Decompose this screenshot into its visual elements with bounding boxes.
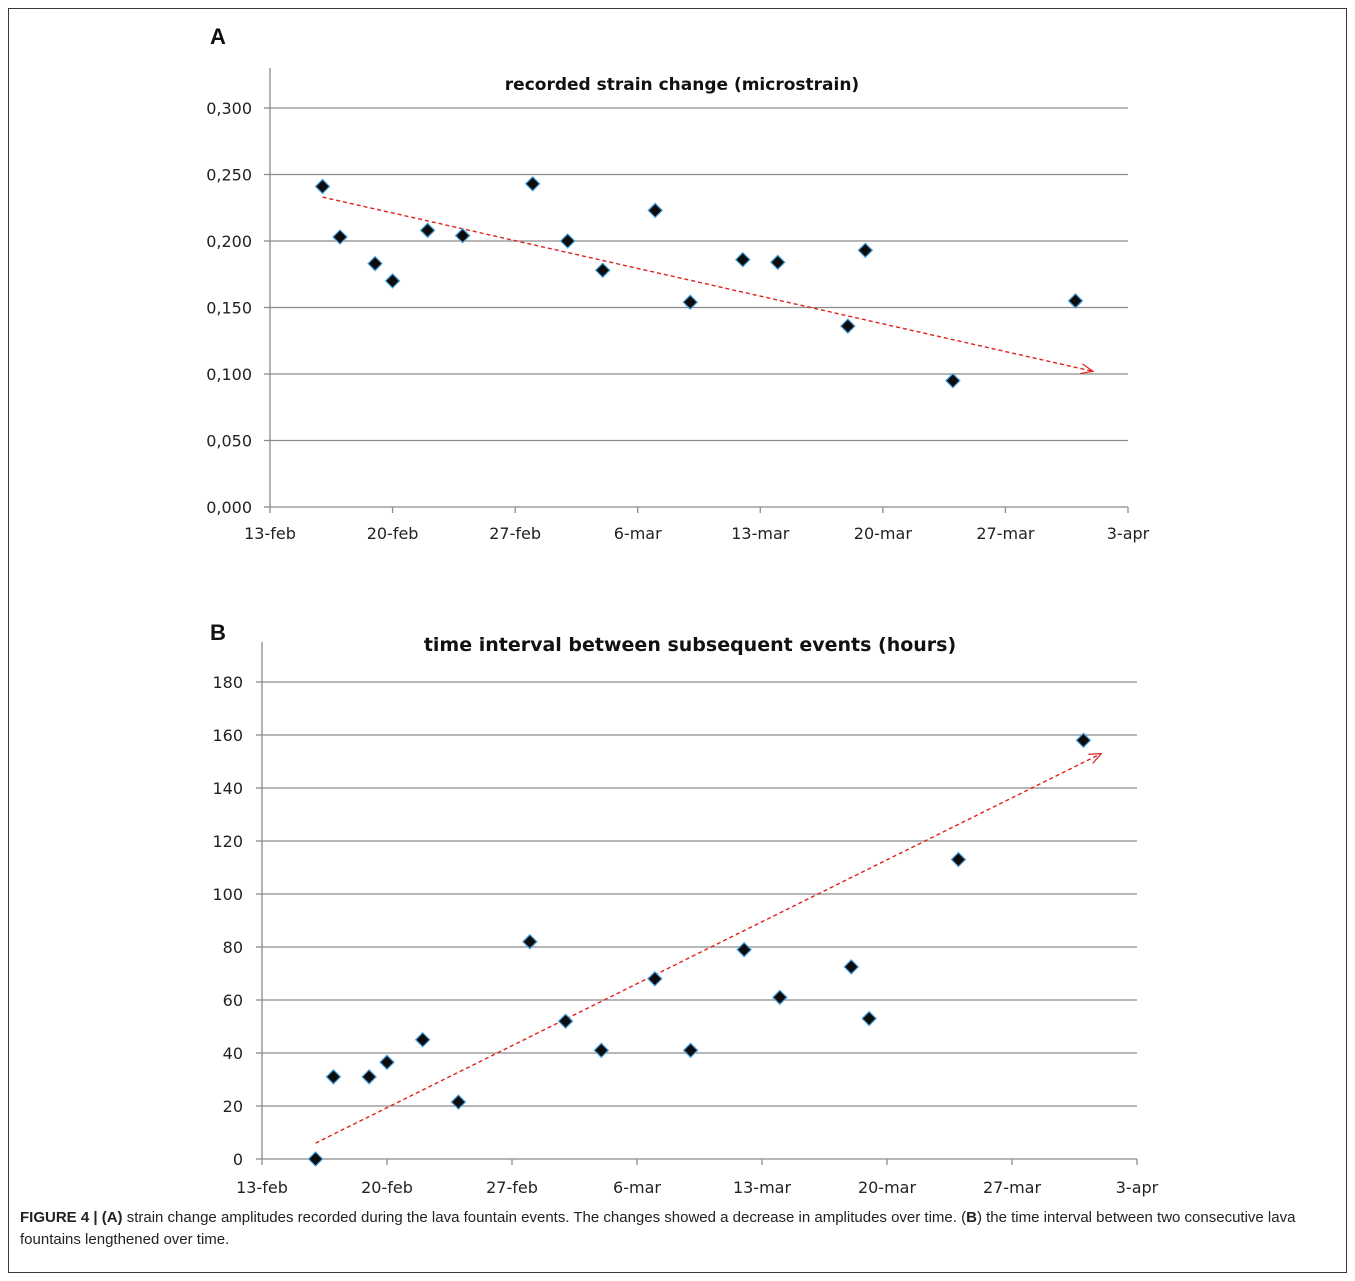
caption-a-text: strain change amplitudes recorded during…	[122, 1209, 967, 1226]
x-tick-label: 13-feb	[244, 524, 296, 543]
x-tick-label: 13-feb	[236, 1178, 288, 1197]
data-point	[384, 273, 401, 289]
x-tick-label: 20-mar	[858, 1178, 917, 1197]
trend-arrow	[322, 196, 1093, 371]
y-tick-label: 0,200	[206, 232, 252, 251]
x-tick-label: 20-feb	[367, 524, 419, 543]
panel-label: A	[210, 24, 226, 49]
y-tick-label: 0,150	[206, 299, 252, 318]
data-point	[772, 989, 788, 1006]
data-point	[454, 227, 471, 244]
data-point	[314, 178, 331, 195]
data-point	[524, 175, 541, 192]
data-point	[307, 1151, 324, 1167]
caption-a-label: (A)	[101, 1209, 123, 1226]
data-point	[861, 1010, 877, 1027]
y-tick-label: 60	[223, 991, 243, 1010]
data-point	[682, 294, 699, 311]
y-tick-label: 0,050	[206, 432, 252, 451]
data-point	[839, 318, 856, 334]
y-tick-label: 40	[223, 1044, 243, 1063]
caption-figure-label: FIGURE 4 |	[20, 1209, 98, 1226]
data-point	[361, 1069, 377, 1085]
chart-title: recorded strain change (microstrain)	[505, 75, 859, 95]
data-point	[734, 251, 751, 268]
x-tick-label: 27-mar	[976, 524, 1035, 543]
y-tick-label: 180	[212, 673, 243, 692]
x-tick-label: 13-mar	[733, 1178, 792, 1197]
y-tick-label: 0,250	[206, 166, 252, 185]
y-tick-label: 120	[212, 832, 243, 851]
y-tick-label: 100	[212, 885, 243, 904]
y-tick-label: 0	[233, 1150, 243, 1169]
x-tick-label: 13-mar	[731, 524, 790, 543]
x-tick-label: 27-feb	[489, 524, 541, 543]
x-tick-label: 20-feb	[361, 1178, 413, 1197]
x-tick-label: 6-mar	[613, 1178, 661, 1197]
data-point	[843, 959, 860, 975]
figure-caption: FIGURE 4 | (A) strain change amplitudes …	[20, 1207, 1330, 1251]
y-tick-label: 80	[223, 938, 243, 957]
data-point	[769, 254, 786, 271]
data-point	[647, 970, 663, 987]
x-tick-label: 6-mar	[614, 524, 662, 543]
trend-arrow	[315, 754, 1102, 1144]
data-point	[557, 1013, 574, 1030]
panel-label: B	[210, 620, 226, 645]
data-point	[950, 851, 967, 868]
data-point	[332, 229, 348, 245]
data-point	[857, 242, 874, 259]
chart-title: time interval between subsequent events …	[424, 634, 956, 656]
x-tick-label: 20-mar	[854, 524, 913, 543]
caption-b-text: ) the time interval between two consecut…	[20, 1209, 1296, 1248]
data-point	[419, 222, 436, 239]
data-point	[450, 1094, 467, 1110]
data-point	[1067, 293, 1084, 309]
data-point	[522, 933, 538, 950]
y-tick-label: 160	[212, 726, 243, 745]
data-point	[647, 202, 664, 219]
data-point	[736, 941, 752, 958]
data-point	[367, 255, 383, 272]
x-tick-label: 27-mar	[983, 1178, 1042, 1197]
data-point	[682, 1042, 699, 1059]
y-tick-label: 0,000	[206, 498, 252, 517]
data-point	[594, 262, 611, 279]
data-point	[414, 1031, 431, 1048]
figure-frame	[8, 8, 1347, 1273]
x-tick-label: 27-feb	[486, 1178, 538, 1197]
y-tick-label: 20	[223, 1097, 243, 1116]
data-point	[325, 1069, 342, 1085]
y-tick-label: 140	[212, 779, 243, 798]
x-tick-label: 3-apr	[1107, 524, 1150, 543]
data-point	[1075, 732, 1092, 749]
data-point	[945, 372, 961, 389]
data-point	[379, 1054, 395, 1071]
caption-b-label: B	[966, 1209, 977, 1226]
data-point	[593, 1042, 610, 1059]
y-tick-label: 0,100	[206, 365, 252, 384]
y-tick-label: 0,300	[206, 99, 252, 118]
data-point	[559, 233, 576, 249]
x-tick-label: 3-apr	[1116, 1178, 1159, 1197]
